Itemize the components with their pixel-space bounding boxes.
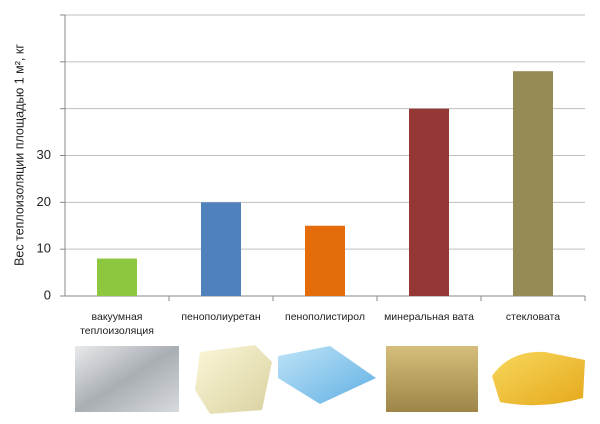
material-images <box>75 345 585 414</box>
pu-foam-image <box>195 345 272 414</box>
x-tick-label: минеральная вата <box>384 311 474 323</box>
y-tick-label: 30 <box>37 147 51 162</box>
x-tick-label: пенополистирол <box>285 311 365 323</box>
bar <box>201 202 241 296</box>
y-tick-label: 10 <box>37 241 51 256</box>
bar <box>305 225 345 296</box>
bar <box>513 71 553 296</box>
x-tick-label: вакуумная теплоизоляция <box>80 311 154 337</box>
x-tick-label: стекловата <box>505 311 561 323</box>
vacuum-panel-image <box>75 346 179 412</box>
bar <box>409 108 449 297</box>
x-tick-label: пенополиуретан <box>181 311 261 323</box>
eps-image <box>278 346 376 404</box>
y-axis-label: Вес теплоизоляции площадью 1 м², кг <box>12 44 26 266</box>
y-tick-label: 0 <box>44 287 51 302</box>
bar <box>97 258 137 296</box>
y-tick-label: 20 <box>37 194 51 209</box>
mineral-wool-image <box>386 346 478 412</box>
glass-wool-image <box>492 351 585 406</box>
